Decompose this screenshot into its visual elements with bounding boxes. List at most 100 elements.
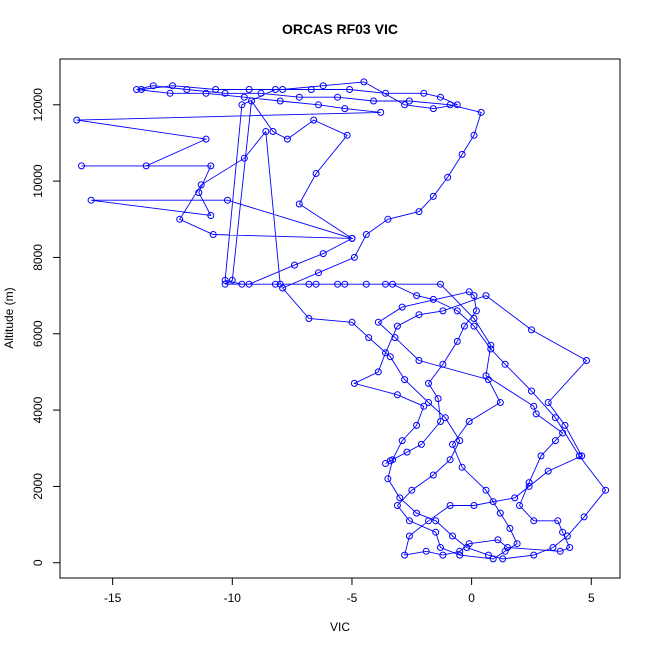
data-point <box>382 349 389 357</box>
data-point <box>537 452 545 460</box>
data-point <box>444 173 452 181</box>
data-point <box>393 502 401 509</box>
data-point <box>245 86 253 93</box>
data-point <box>401 551 409 559</box>
data-point <box>374 318 382 326</box>
data-point <box>257 89 265 97</box>
data-point <box>472 307 480 315</box>
data-point <box>441 414 449 422</box>
data-point <box>501 360 509 368</box>
data-point <box>511 494 519 502</box>
data-point <box>532 410 540 418</box>
series-vic <box>73 78 610 563</box>
data-point <box>365 334 373 342</box>
data-point <box>453 101 461 109</box>
data-point <box>207 212 215 219</box>
data-point <box>348 234 356 242</box>
data-point <box>530 402 538 410</box>
data-point <box>269 128 277 135</box>
data-point <box>429 471 437 479</box>
data-point <box>530 517 538 525</box>
data-point <box>453 307 461 315</box>
data-point <box>398 303 406 311</box>
data-point <box>283 135 291 143</box>
data-point <box>456 437 464 445</box>
data-point <box>528 387 535 395</box>
data-point <box>401 101 409 109</box>
data-point <box>449 440 456 448</box>
y-axis-label: Altitude (m) <box>2 287 16 348</box>
data-point <box>583 357 590 364</box>
data-point <box>528 326 535 334</box>
data-point <box>221 89 229 97</box>
data-point <box>240 154 248 162</box>
data-point <box>276 97 284 105</box>
data-point <box>403 448 411 456</box>
data-point <box>482 486 490 494</box>
data-point <box>271 86 279 93</box>
data-point <box>221 280 229 288</box>
data-point <box>384 215 392 223</box>
data-point <box>315 101 322 109</box>
data-point <box>453 337 461 345</box>
data-point <box>465 418 473 425</box>
data-point <box>602 486 610 494</box>
data-point <box>401 376 409 384</box>
data-point <box>238 101 246 109</box>
data-point <box>307 86 315 93</box>
data-point <box>513 540 521 548</box>
series-line <box>76 81 607 560</box>
data-point <box>166 89 174 97</box>
data-point <box>393 391 401 399</box>
data-point <box>499 555 507 563</box>
data-point <box>413 292 421 300</box>
data-point <box>446 502 454 509</box>
y-tick-label: 0 <box>31 559 45 566</box>
data-point <box>437 544 444 551</box>
data-point <box>386 353 394 361</box>
data-point <box>405 97 413 105</box>
data-point <box>408 486 416 494</box>
y-tick-label: 4000 <box>31 396 45 423</box>
y-tick-label: 6000 <box>31 320 45 347</box>
data-point <box>334 93 342 101</box>
data-point <box>341 280 349 288</box>
data-point <box>415 208 423 216</box>
data-point <box>396 494 404 502</box>
data-point <box>575 452 583 460</box>
data-point <box>504 544 511 551</box>
data-point <box>551 414 559 422</box>
x-axis-label: VIC <box>330 620 350 634</box>
x-axis: -15 -10 -5 0 5 <box>104 577 595 605</box>
data-point <box>456 547 464 555</box>
data-point <box>334 280 342 288</box>
data-point <box>319 82 327 90</box>
data-point <box>142 162 150 170</box>
data-point <box>420 89 428 97</box>
data-point <box>389 456 397 464</box>
data-point <box>245 280 253 288</box>
data-point <box>434 395 442 403</box>
data-point <box>456 551 464 559</box>
data-point <box>551 437 559 445</box>
data-point <box>393 322 401 330</box>
data-point <box>212 86 220 93</box>
data-point <box>78 162 85 170</box>
data-point <box>425 379 432 387</box>
data-point <box>176 215 184 223</box>
data-point <box>446 456 454 464</box>
data-point <box>439 307 447 315</box>
data-point <box>197 181 205 189</box>
data-point <box>465 540 473 548</box>
data-point <box>240 93 248 101</box>
data-point <box>465 288 473 296</box>
data-point <box>449 532 456 540</box>
data-point <box>432 528 440 536</box>
y-axis: 0 2000 4000 6000 8000 10000 12000 <box>31 88 61 566</box>
data-point <box>425 517 432 525</box>
data-point <box>525 479 533 487</box>
data-point <box>432 517 440 525</box>
data-point <box>470 292 478 300</box>
data-point <box>549 544 557 551</box>
